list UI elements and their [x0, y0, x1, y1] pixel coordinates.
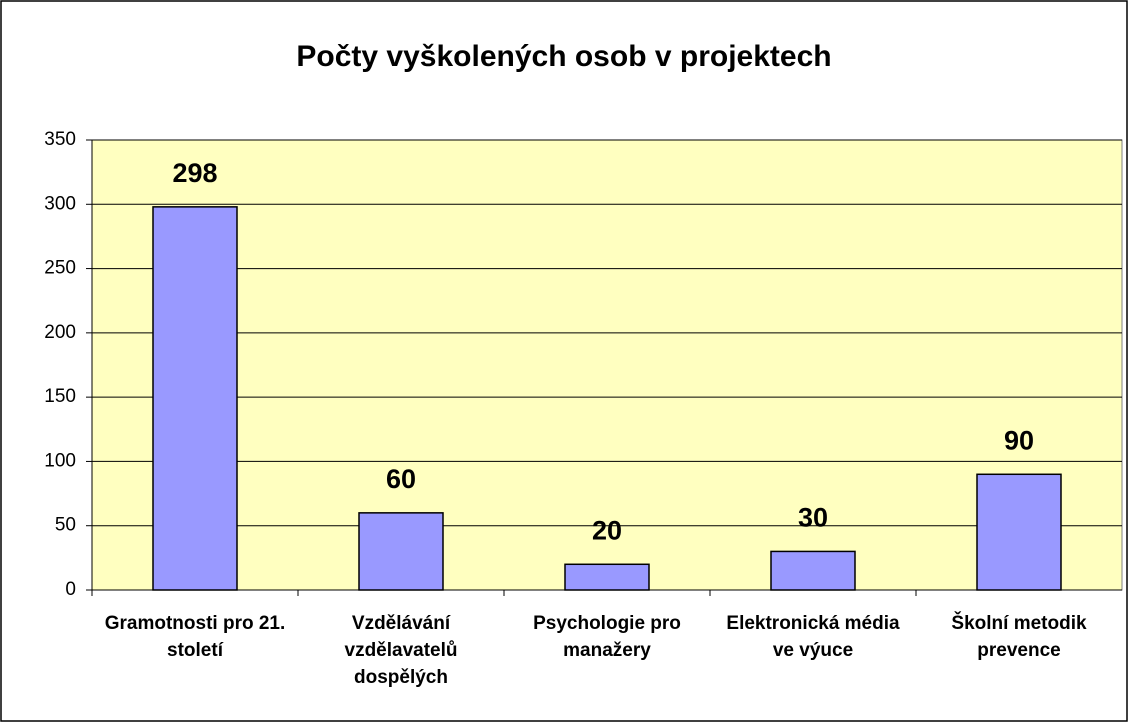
- y-tick-label: 250: [44, 258, 76, 279]
- bar: [564, 563, 650, 591]
- y-tick-label: 0: [65, 579, 76, 600]
- data-label: 60: [386, 464, 416, 494]
- y-tick-label: 150: [44, 386, 76, 407]
- data-label: 90: [1004, 425, 1034, 455]
- chart-title: Počty vyškolených osob v projektech: [296, 40, 831, 73]
- data-label: 30: [798, 503, 828, 533]
- y-tick-label: 350: [44, 129, 76, 150]
- y-tick-label: 50: [55, 515, 76, 536]
- y-tick-label: 200: [44, 322, 76, 343]
- data-label: 20: [592, 515, 622, 545]
- data-label: 298: [172, 158, 217, 188]
- bar: [152, 206, 238, 591]
- y-tick-label: 100: [44, 450, 76, 471]
- x-tick-label: Vzdělávání vzdělavatelů dospělých: [344, 613, 458, 688]
- x-tick-label: Školní metodik prevence: [951, 613, 1087, 661]
- bar: [976, 473, 1062, 591]
- y-tick-label: 300: [44, 193, 76, 214]
- x-tick-label: Psychologie pro manažery: [533, 613, 681, 661]
- x-tick-label: Gramotnosti pro 21. století: [104, 613, 286, 661]
- bar: [770, 550, 856, 591]
- bar: [358, 512, 444, 591]
- x-tick-label: Elektronická média ve výuce: [726, 613, 900, 661]
